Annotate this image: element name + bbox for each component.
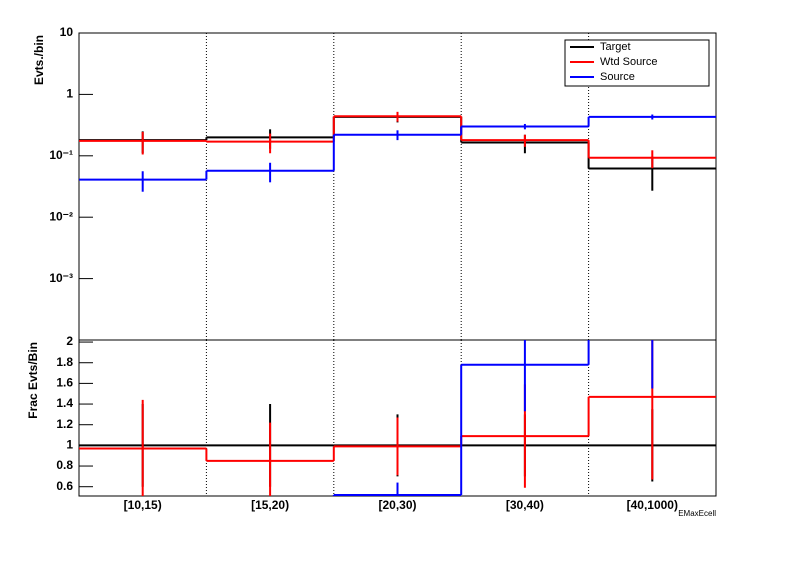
- y-tick-label: 1: [66, 87, 73, 101]
- y-tick-label: 2: [66, 334, 73, 348]
- series-group: [79, 111, 716, 192]
- y-axis-label: Frac Evts/Bin: [26, 342, 40, 419]
- y-tick-label: 10: [60, 25, 74, 39]
- y-tick-label: 10⁻³: [49, 271, 73, 285]
- legend-label: Source: [600, 71, 635, 83]
- series-group: [79, 340, 716, 496]
- y-tick-label: 10⁻²: [49, 209, 73, 223]
- legend-label: Wtd Source: [600, 56, 657, 68]
- y-tick-label: 1.4: [56, 396, 73, 410]
- y-tick-label: 1.8: [56, 355, 73, 369]
- legend-label: Target: [600, 41, 631, 53]
- y-tick-label: 10⁻¹: [49, 148, 73, 162]
- x-tick-label: [10,15): [124, 498, 162, 512]
- x-tick-label: [15,20): [251, 498, 289, 512]
- x-tick-label: [30,40): [506, 498, 544, 512]
- y-axis-label: Evts./bin: [32, 35, 46, 85]
- y-tick-label: 1.2: [56, 417, 73, 431]
- y-tick-label: 1: [66, 438, 73, 452]
- y-tick-label: 0.8: [56, 458, 73, 472]
- y-tick-label: 1.6: [56, 376, 73, 390]
- legend: Target Wtd Source Source: [564, 39, 710, 87]
- x-tick-label: [40,1000): [627, 498, 678, 512]
- x-axis-label: EMaxEcell: [678, 509, 716, 518]
- y-tick-label: 0.6: [56, 479, 73, 493]
- x-tick-label: [20,30): [378, 498, 416, 512]
